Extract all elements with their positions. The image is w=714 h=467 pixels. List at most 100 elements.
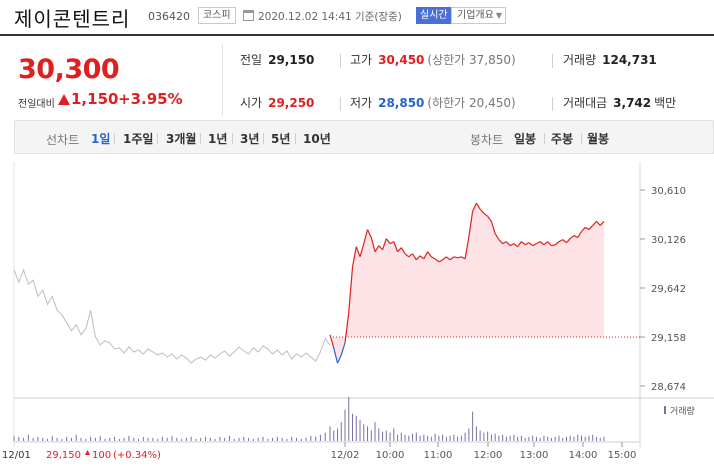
price-line-segment (359, 243, 365, 257)
price-line-segment (505, 241, 511, 247)
divider (581, 133, 582, 144)
y-tick-label: 30,610 (651, 186, 686, 197)
price-line-segment (385, 238, 391, 245)
divider (232, 133, 233, 144)
turnover-value: 3,742 (613, 96, 652, 110)
open-value: 29,250 (268, 96, 315, 110)
tab-1year[interactable]: 1년 (208, 132, 228, 146)
tab-1week[interactable]: 1주일 (123, 132, 154, 146)
tab-monthly-candle[interactable]: 월봉 (587, 132, 610, 146)
tab-3month[interactable]: 3개월 (166, 132, 197, 146)
up-triangle-icon (85, 450, 90, 455)
price-line-segment (479, 208, 485, 214)
price-line-segment (569, 235, 575, 240)
price-line-segment (404, 253, 410, 258)
price-line-segment (351, 246, 357, 268)
price-line-segment (498, 239, 504, 245)
price-line-segment (336, 354, 342, 364)
change-percent: +3.95% (118, 90, 183, 108)
turnover: 거래대금 3,742 백만 (563, 94, 676, 111)
x-tick-label: 12/02 (331, 450, 360, 461)
price-line-segment (419, 255, 425, 260)
prev-close-label: 전일 (240, 53, 263, 67)
prev-day-date: 12/01 (2, 450, 31, 461)
price-line-segment (543, 241, 549, 246)
y-tick-label: 29,642 (651, 284, 686, 295)
prev-close-value: 29,150 (268, 53, 315, 67)
chart-period-tabs: 선차트 1일 1주일 3개월 1년 3년 5년 10년 봉차트 일봉 주봉 월봉 (14, 120, 714, 154)
price-line-segment (423, 251, 429, 260)
tab-10year[interactable]: 10년 (303, 132, 331, 146)
price-line-segment (494, 233, 500, 240)
calendar-icon (243, 10, 254, 21)
current-price: 30,300 (18, 54, 120, 85)
price-line-segment (453, 256, 458, 259)
day-high: 고가 30,450 (상한가 37,850) (350, 51, 516, 68)
divider (200, 133, 201, 144)
price-line-segment (363, 229, 369, 244)
high-value: 30,450 (378, 53, 425, 67)
price-line-segment (348, 266, 354, 313)
price-line-segment (438, 259, 443, 263)
price-line-segment (389, 241, 395, 245)
price-line-segment (434, 258, 440, 263)
price-line-segment (513, 243, 519, 248)
price-line-segment (344, 312, 350, 343)
price-line-segment (445, 256, 451, 261)
company-info-dropdown[interactable]: 기업개요 ▼ (451, 7, 506, 24)
tab-5year[interactable]: 5년 (271, 132, 291, 146)
price-line-segment (509, 243, 515, 247)
stock-header: 제이콘텐트리 036420 코스피 2020.12.02 14:41 기준(장중… (0, 0, 714, 34)
prev-close: 전일 29,150 (240, 51, 314, 68)
price-line-segment (596, 220, 601, 226)
x-tick-label: 12:00 (474, 450, 503, 461)
price-line-segment (562, 239, 567, 244)
low-label: 저가 (350, 96, 373, 110)
upper-limit: (상한가 37,850) (427, 53, 516, 67)
turnover-unit: 백만 (654, 96, 677, 110)
prev-day-close: 29,150 (46, 450, 81, 461)
price-line-segment (366, 229, 372, 238)
tab-1day[interactable]: 1일 (91, 132, 111, 146)
prev-day-change: 100 (92, 450, 111, 461)
divider (295, 133, 296, 144)
price-line-segment (378, 245, 383, 251)
tab-3year[interactable]: 3년 (240, 132, 260, 146)
price-line-segment (566, 238, 571, 244)
price-line-segment (340, 342, 346, 356)
x-tick-label: 14:00 (569, 450, 598, 461)
price-line-segment (374, 245, 380, 253)
tab-weekly-candle[interactable]: 주봉 (551, 132, 574, 146)
turnover-label: 거래대금 (563, 96, 608, 110)
price-line-segment (528, 242, 534, 247)
high-label: 고가 (350, 53, 373, 67)
price-line-segment (490, 221, 496, 234)
price-line-segment (581, 227, 586, 232)
price-line-segment (487, 215, 492, 222)
candle-chart-label: 봉차트 (470, 133, 504, 147)
tab-daily-candle[interactable]: 일봉 (514, 132, 537, 146)
y-tick-label: 28,674 (651, 382, 686, 393)
divider (157, 133, 158, 144)
x-tick-label: 11:00 (424, 450, 453, 461)
price-line-segment (397, 247, 402, 253)
price-line-segment (524, 242, 530, 246)
divider (552, 97, 553, 111)
change-label: 전일대비 (18, 99, 55, 110)
price-line-segment (464, 236, 470, 259)
price-line-segment (412, 253, 417, 261)
realtime-badge[interactable]: 실시간 (416, 7, 452, 24)
volume-value: 124,731 (602, 53, 657, 67)
open-price: 시가 29,250 (240, 94, 314, 111)
low-value: 28,850 (378, 96, 425, 110)
line-chart-label: 선차트 (46, 133, 80, 147)
company-name: 제이콘텐트리 (14, 7, 131, 31)
divider (114, 133, 115, 144)
price-line-segment (431, 256, 436, 260)
price-line-segment (400, 247, 406, 255)
price-line-segment (408, 253, 413, 258)
stock-code: 036420 (148, 10, 190, 23)
price-line-segment (461, 256, 466, 260)
price-line-segment (532, 243, 537, 247)
price-line-segment (475, 202, 481, 210)
